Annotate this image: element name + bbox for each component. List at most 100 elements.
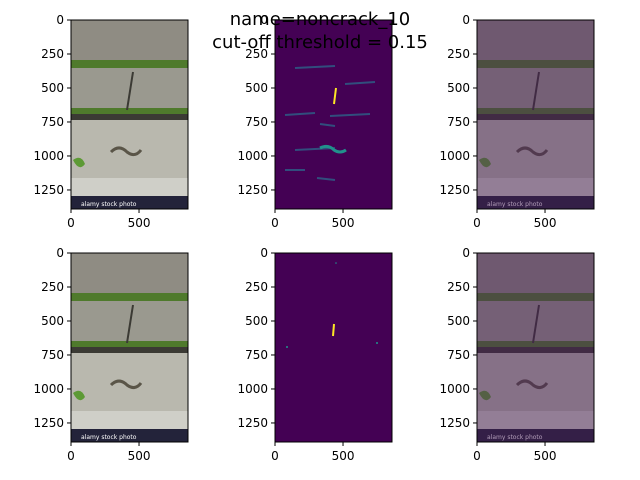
photo-lower-step [477, 353, 594, 411]
figure-title: name=noncrack_10 [229, 9, 411, 30]
photo-joint [71, 114, 188, 120]
subplot-r1-c2: 0 250 500 750 1000 1250 0 500 [237, 13, 393, 230]
photo-moss-band [71, 60, 188, 68]
y-tick-label: 250 [245, 47, 268, 61]
watermark-text: alamy stock photo [487, 434, 543, 441]
y-tick-label: 500 [447, 81, 470, 95]
photo-joint [477, 114, 594, 120]
photo-ground [477, 411, 594, 429]
y-tick-label: 500 [41, 314, 64, 328]
y-tick-label: 0 [462, 13, 470, 27]
photo-joint [71, 347, 188, 353]
mask-background [275, 253, 392, 442]
subplot-r1-c1: alamy stock photo 0 250 500 750 1000 1250 0 500 [33, 13, 189, 230]
y-tick-label: 750 [41, 115, 64, 129]
x-tick-label: 500 [332, 216, 355, 230]
y-tick-label: 500 [447, 314, 470, 328]
y-tick-label: 500 [245, 81, 268, 95]
watermark-bar [477, 429, 594, 442]
photo-leaf [479, 157, 491, 168]
x-tick-label: 0 [271, 216, 279, 230]
y-tick-label: 1250 [237, 183, 268, 197]
x-tick-label: 0 [271, 449, 279, 463]
overlay-tint [477, 253, 594, 442]
y-tick-label: 500 [245, 314, 268, 328]
x-tick-label: 0 [67, 449, 75, 463]
mask-speck [286, 346, 288, 348]
y-tick-label: 1000 [33, 149, 64, 163]
watermark-text: alamy stock photo [81, 434, 137, 441]
probmap-response [329, 113, 371, 117]
x-tick-label: 500 [534, 216, 557, 230]
photo-moss-band [71, 341, 188, 347]
probmap-strong-response [319, 144, 347, 154]
y-tick-label: 0 [462, 246, 470, 260]
photo-moss-band [477, 293, 594, 301]
photo-stain [109, 146, 143, 157]
photo-stain [515, 146, 549, 157]
x-tick-label: 500 [128, 216, 151, 230]
photo-stain [515, 379, 549, 390]
probmap-response [344, 81, 376, 85]
y-tick-label: 500 [41, 81, 64, 95]
y-tick-label: 1000 [439, 382, 470, 396]
axes-frame [476, 19, 595, 210]
y-tick-label: 750 [41, 348, 64, 362]
y-tick-label: 1250 [33, 416, 64, 430]
photo-lower-step [71, 120, 188, 178]
photo-upper-step [71, 20, 188, 60]
photo-vertical-joint [532, 71, 540, 111]
axes-frame [274, 19, 393, 210]
y-tick-label: 1250 [439, 183, 470, 197]
subplot-r2-c1: alamy stock photo 0 250 500 750 1000 1250 0 500 [33, 246, 189, 463]
y-tick-label: 750 [447, 115, 470, 129]
axes-frame [476, 252, 595, 443]
probmap-response [284, 112, 316, 116]
photo-leaf [73, 157, 85, 168]
watermark-text: alamy stock photo [487, 201, 543, 208]
y-tick-label: 0 [56, 246, 64, 260]
photo-stain [109, 379, 143, 390]
axes-frame [70, 19, 189, 210]
probmap-response [294, 65, 336, 69]
axes-frame [274, 252, 393, 443]
photo-moss-band [477, 341, 594, 347]
photo-moss-band [477, 108, 594, 114]
y-tick-label: 0 [56, 13, 64, 27]
mask-speck [335, 262, 337, 264]
photo-vertical-joint [126, 71, 134, 111]
y-tick-label: 1000 [237, 382, 268, 396]
x-tick-label: 0 [473, 449, 481, 463]
photo-vertical-joint [126, 304, 134, 344]
y-tick-label: 0 [260, 13, 268, 27]
probmap-response [319, 123, 336, 127]
figure-subtitle: cut-off threshold = 0.15 [212, 32, 428, 53]
y-tick-label: 250 [447, 47, 470, 61]
subplot-r2-c3: alamy stock photo 0 250 500 750 1000 1250 0 500 [439, 246, 595, 463]
watermark-text: alamy stock photo [81, 201, 137, 208]
photo-vertical-joint [532, 304, 540, 344]
y-tick-label: 1250 [33, 183, 64, 197]
mask-speck [376, 342, 378, 344]
y-tick-label: 750 [245, 115, 268, 129]
watermark-bar [71, 196, 188, 209]
y-tick-label: 750 [447, 348, 470, 362]
probmap-response [316, 177, 336, 181]
x-tick-label: 500 [332, 449, 355, 463]
mask-positive [332, 323, 335, 337]
photo-leaf [479, 390, 491, 401]
y-tick-label: 250 [41, 47, 64, 61]
axes-frame [70, 252, 189, 443]
photo-moss-band [71, 293, 188, 301]
overlay-tint [477, 20, 594, 209]
probmap-peak [333, 87, 337, 105]
photo-leaf [73, 390, 85, 401]
photo-upper-step [477, 253, 594, 293]
x-tick-label: 500 [534, 449, 557, 463]
y-tick-label: 1250 [237, 416, 268, 430]
photo-lower-step [71, 353, 188, 411]
x-tick-label: 0 [473, 216, 481, 230]
photo-upper-step [477, 20, 594, 60]
y-tick-label: 250 [245, 280, 268, 294]
